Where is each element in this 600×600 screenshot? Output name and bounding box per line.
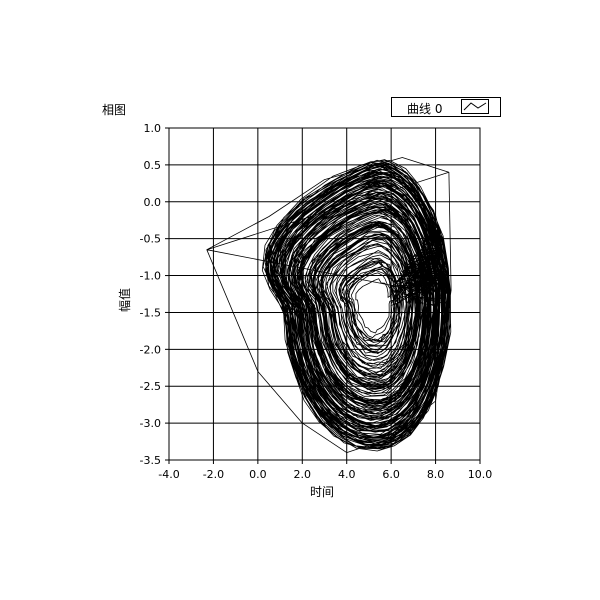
x-tick-label: -2.0 — [203, 468, 224, 481]
x-tick-label: 0.0 — [249, 468, 267, 481]
x-tick-label: -4.0 — [158, 468, 179, 481]
y-tick-label: -3.0 — [140, 417, 161, 430]
y-tick-label: 1.0 — [144, 122, 162, 135]
plot-frame — [168, 127, 481, 461]
chart-title: 相图 — [102, 103, 127, 117]
legend-label: 曲线 0 — [407, 102, 443, 116]
x-tick-label: 4.0 — [338, 468, 356, 481]
x-tick-label: 8.0 — [427, 468, 445, 481]
x-tick-label: 10.0 — [468, 468, 493, 481]
axis-ticks: -4.0 -2.0 0.0 2.0 4.0 6.0 8.0 10.0 1.0 0.5 0.0 -0.5… — [140, 122, 493, 481]
legend-line-swatch-icon — [461, 99, 489, 114]
x-axis-title: 时间 — [310, 485, 334, 499]
y-tick-label: -0.5 — [140, 233, 161, 246]
series-curve-0 — [206, 157, 452, 454]
y-tick-label: -2.5 — [140, 380, 161, 393]
legend: 曲线 0 — [391, 97, 501, 117]
data-series-trace — [206, 157, 452, 454]
y-tick-label: 0.0 — [144, 196, 162, 209]
y-axis-title: 幅值 — [117, 288, 132, 312]
y-tick-label: -3.5 — [140, 454, 161, 467]
x-tick-label: 2.0 — [294, 468, 312, 481]
x-tick-label: 6.0 — [382, 468, 400, 481]
y-tick-label: -1.5 — [140, 306, 161, 319]
y-tick-label: 0.5 — [144, 159, 162, 172]
y-tick-label: -2.0 — [140, 343, 161, 356]
y-tick-label: -1.0 — [140, 270, 161, 283]
